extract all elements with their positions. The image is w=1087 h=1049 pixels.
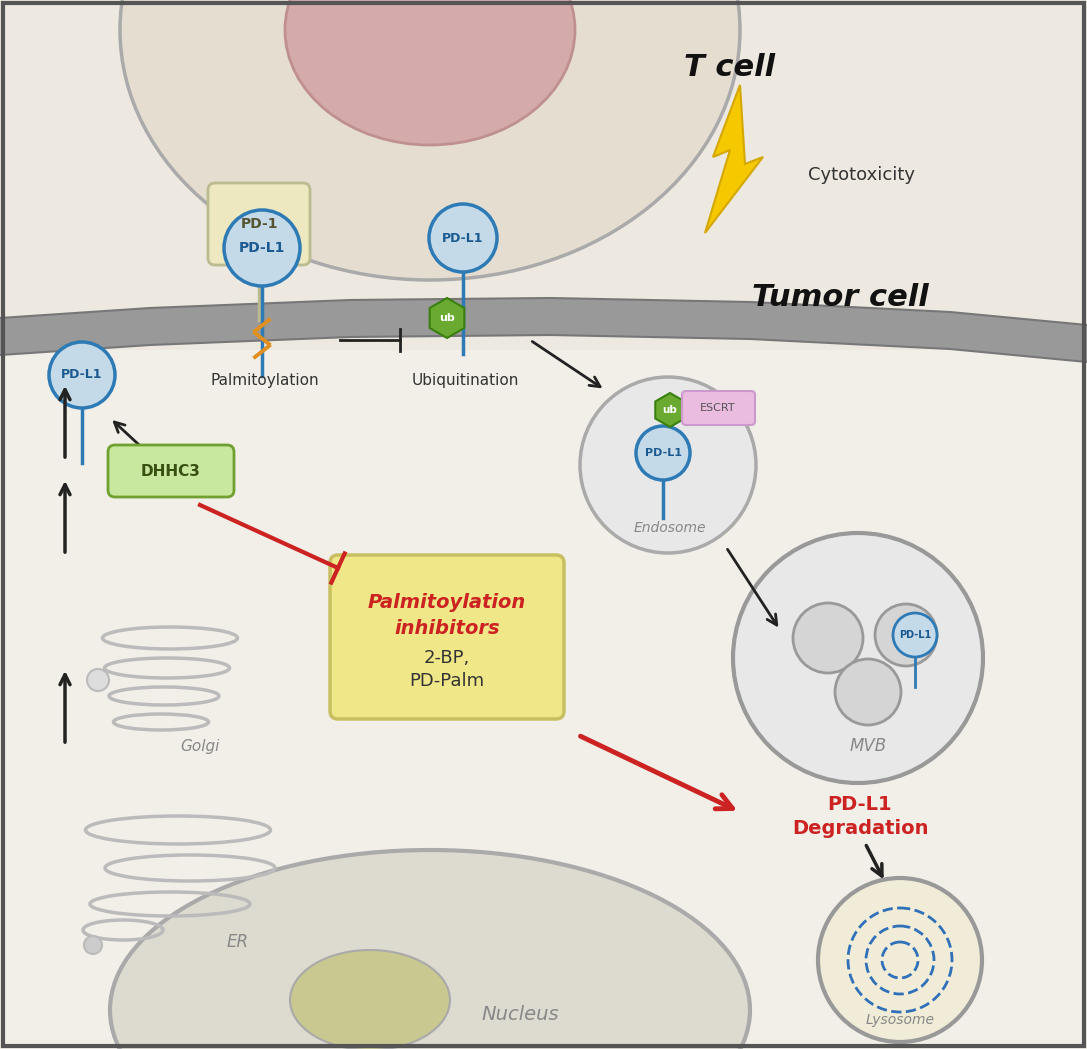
Circle shape <box>794 603 863 673</box>
Polygon shape <box>429 298 464 338</box>
Text: PD-L1: PD-L1 <box>442 232 484 244</box>
Circle shape <box>49 342 115 408</box>
Text: 2-BP,: 2-BP, <box>424 649 470 667</box>
Text: ER: ER <box>227 933 249 951</box>
FancyBboxPatch shape <box>208 183 310 265</box>
Text: PD-L1: PD-L1 <box>239 241 285 255</box>
Bar <box>0 350 1087 1049</box>
Circle shape <box>224 210 300 286</box>
FancyBboxPatch shape <box>330 555 564 719</box>
Polygon shape <box>655 393 685 427</box>
Text: Palmitoylation: Palmitoylation <box>367 594 526 613</box>
Polygon shape <box>705 85 763 233</box>
Text: PD-L1: PD-L1 <box>645 448 682 458</box>
Ellipse shape <box>285 0 575 145</box>
Text: ub: ub <box>663 405 677 415</box>
Text: MVB: MVB <box>849 737 887 755</box>
Ellipse shape <box>290 950 450 1049</box>
Ellipse shape <box>110 850 750 1049</box>
Text: Degradation: Degradation <box>791 818 928 837</box>
Text: DHHC3: DHHC3 <box>141 464 201 478</box>
Text: PD-1: PD-1 <box>240 217 278 231</box>
Circle shape <box>835 659 901 725</box>
Polygon shape <box>0 298 1087 362</box>
Text: PD-L1: PD-L1 <box>899 630 932 640</box>
FancyBboxPatch shape <box>108 445 234 497</box>
Text: PD-L1: PD-L1 <box>827 795 892 814</box>
Text: ESCRT: ESCRT <box>700 403 736 413</box>
Text: PD-L1: PD-L1 <box>61 368 103 382</box>
Text: ub: ub <box>439 313 454 323</box>
Circle shape <box>87 669 109 691</box>
Text: Lysosome: Lysosome <box>865 1013 935 1027</box>
Circle shape <box>894 613 937 657</box>
Circle shape <box>636 426 690 480</box>
Text: Ubiquitination: Ubiquitination <box>411 372 518 387</box>
Bar <box>0 0 1087 365</box>
Text: Tumor cell: Tumor cell <box>751 283 928 313</box>
Ellipse shape <box>120 0 740 280</box>
Text: Cytotoxicity: Cytotoxicity <box>808 166 915 184</box>
Text: Endosome: Endosome <box>634 521 707 535</box>
Circle shape <box>819 878 982 1042</box>
Circle shape <box>580 377 755 553</box>
Circle shape <box>875 604 937 666</box>
Text: inhibitors: inhibitors <box>395 619 500 638</box>
Circle shape <box>429 204 497 272</box>
Text: T cell: T cell <box>685 53 775 83</box>
Circle shape <box>84 936 102 954</box>
FancyBboxPatch shape <box>682 391 755 425</box>
Circle shape <box>733 533 983 783</box>
Text: Golgi: Golgi <box>180 738 220 753</box>
Text: Nucleus: Nucleus <box>482 1006 559 1025</box>
Text: Palmitoylation: Palmitoylation <box>211 372 320 387</box>
Text: PD-Palm: PD-Palm <box>410 672 485 690</box>
